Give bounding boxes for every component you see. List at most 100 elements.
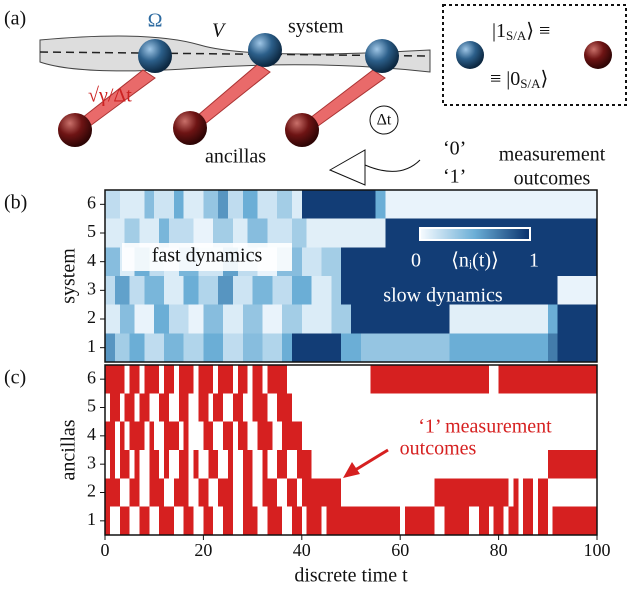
cell [385,190,597,219]
outcome [179,450,189,478]
outcome [110,450,115,478]
outcome [553,507,597,535]
annotation: fast dynamics [152,245,263,267]
outcome [538,507,548,535]
outcome [444,507,469,535]
y-axis-label: ancillas [58,419,80,480]
y-tick-label: 6 [87,367,96,387]
outcome [253,365,263,393]
outcome [184,422,189,450]
cell [130,276,145,305]
outcome [499,365,597,393]
annotation: outcomes [400,438,477,460]
ancilla-site [285,113,319,147]
outcome [135,450,140,478]
heatmap-panel: 123456(b)systemfast dynamicsslow dynamic… [4,190,597,362]
cell [203,305,223,334]
outcome [164,422,179,450]
panel-a: (a) Ω V system √γ/Δt ancillas Δt ‘0’ ‘1’… [4,5,626,190]
outcome [538,478,548,506]
cell [449,305,547,334]
cell [130,333,145,362]
cell [292,333,341,362]
outcome [198,365,213,393]
x-axis-label: discrete time t [294,565,408,587]
outcome [130,478,140,506]
outcome [179,393,189,421]
system-site [248,33,282,67]
outcome [120,507,130,535]
cell [144,276,164,305]
outcome [105,422,115,450]
outcome [307,507,322,535]
cell [233,276,253,305]
cell [184,276,199,305]
ket: |1 [492,20,506,42]
cell [376,190,386,219]
outcome [243,450,253,478]
y-tick-label: 5 [87,221,96,241]
cell [558,305,597,334]
cell [144,190,154,219]
system-site [138,39,172,73]
cell [243,333,263,362]
x-tick-label: 20 [194,540,212,560]
cell [282,333,292,362]
cell [262,333,282,362]
outcome [125,393,135,421]
outcome [262,478,277,506]
cell [120,305,135,334]
cell [169,305,189,334]
outcome [262,450,267,478]
y-tick-label: 4 [87,424,96,444]
y-tick-label: 5 [87,396,96,416]
outcome [174,478,189,506]
colorbar-tick-label: 1 [529,250,539,272]
panel-label: (c) [4,367,26,389]
cell [243,305,263,334]
y-tick-label: 4 [87,250,96,270]
colorbar-tick-label: 0 [411,250,421,272]
y-tick-label: 1 [87,509,96,529]
cell [228,190,243,219]
outcome [120,422,125,450]
outcome [405,507,435,535]
cell [292,276,312,305]
outcome [548,450,597,478]
outcome [287,478,297,506]
state-icon [584,41,612,69]
cell [331,276,341,305]
y-tick-label: 2 [87,307,96,327]
cell [105,333,115,362]
outcome [282,422,302,450]
outcome [223,507,233,535]
cell [115,276,130,305]
outcome [159,507,174,535]
measurement: measurement [499,144,606,166]
y-axis-label: system [58,248,80,304]
outcome [326,507,400,535]
cell [558,276,597,305]
outcome [203,507,213,535]
outcome [159,393,169,421]
outcome [149,478,164,506]
x-tick-label: 40 [293,540,311,560]
outcome [120,450,130,478]
cell [223,305,243,334]
outcome [513,478,518,506]
ket-zero: ≡ |0S/A⟩ [490,68,548,91]
cell [351,305,449,334]
outcome [267,507,282,535]
outcome [243,507,258,535]
outcome [277,393,292,421]
cell [203,333,223,362]
ket-sub: S/A [520,76,541,91]
detector [330,150,420,185]
x-tick-label: 60 [391,540,409,560]
outcome [297,450,312,478]
cell [218,276,233,305]
outcome [267,365,287,393]
ancilla-site [173,111,207,145]
state-icon [456,41,484,69]
cell [174,190,184,219]
